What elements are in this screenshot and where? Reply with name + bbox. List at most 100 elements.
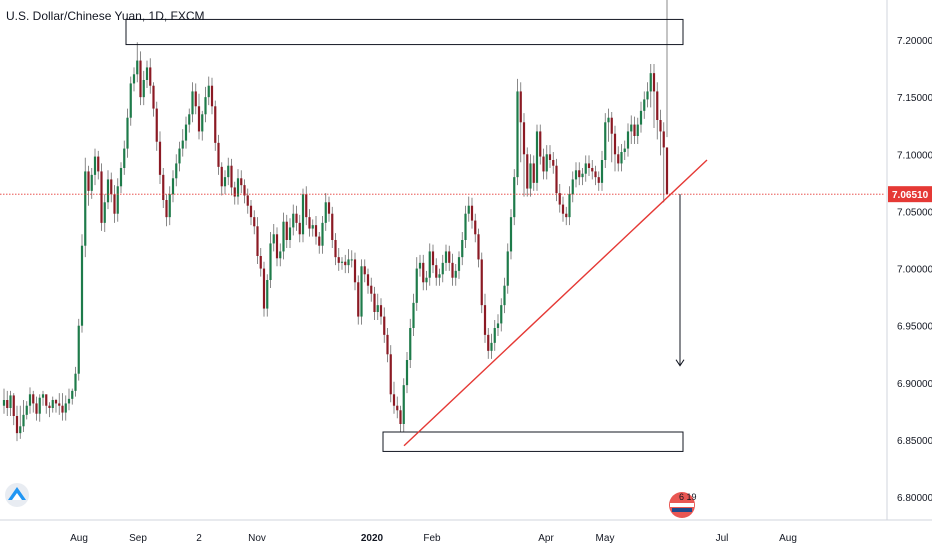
y-tick-label: 6.80000 xyxy=(897,493,932,504)
candle-body xyxy=(201,114,204,132)
candle-body xyxy=(412,302,415,328)
candle-body xyxy=(571,179,574,195)
candle-body xyxy=(223,177,227,187)
candle-body xyxy=(617,154,620,164)
candle-body xyxy=(266,280,269,309)
candle-body xyxy=(236,178,240,197)
candle-body xyxy=(321,222,324,246)
candle-body xyxy=(529,163,532,189)
candle-body xyxy=(285,221,288,240)
candle-body xyxy=(594,171,597,178)
candle-body xyxy=(191,91,194,115)
candle-body xyxy=(483,305,487,335)
candle-body xyxy=(155,108,158,142)
candle-body xyxy=(503,285,506,306)
candle-body xyxy=(347,259,350,266)
drawings-layer xyxy=(0,18,885,452)
candle-body xyxy=(477,234,480,260)
x-tick-label: Jul xyxy=(716,533,729,544)
candle-body xyxy=(181,140,184,149)
candle-body xyxy=(552,160,555,166)
candle-body xyxy=(656,91,659,120)
candle-body xyxy=(578,170,581,178)
candle-body xyxy=(314,225,318,237)
flag-badge-icon[interactable]: 6 19 xyxy=(669,492,697,518)
candle-body xyxy=(513,177,516,218)
candle-body xyxy=(392,394,396,406)
candle-body xyxy=(282,221,285,252)
candle-body xyxy=(311,225,314,229)
candle-body xyxy=(568,194,571,218)
support-box xyxy=(382,431,684,452)
candle-body xyxy=(100,171,103,223)
candle-body xyxy=(532,163,535,183)
candle-body xyxy=(444,251,448,263)
candle-body xyxy=(77,325,80,374)
candle-body xyxy=(308,217,311,229)
candle-body xyxy=(87,171,90,191)
candle-body xyxy=(35,403,38,414)
candle-body xyxy=(233,187,236,197)
badge-text: 6 19 xyxy=(679,492,697,502)
candle-body xyxy=(152,85,155,109)
candle-body xyxy=(604,122,607,160)
candle-body xyxy=(646,91,649,100)
x-tick-label: Sep xyxy=(129,533,147,544)
candle-body xyxy=(275,234,279,259)
candle-body xyxy=(409,328,412,360)
candle-body xyxy=(373,293,376,312)
candle-body xyxy=(464,213,467,240)
candle-body xyxy=(259,256,262,269)
candle-body xyxy=(227,165,230,178)
candle-body xyxy=(441,262,444,275)
candle-body xyxy=(431,251,435,266)
candle-body xyxy=(58,403,61,406)
candle-body xyxy=(652,73,656,92)
y-tick-label: 6.95000 xyxy=(897,322,932,333)
candle-body xyxy=(295,213,298,223)
candle-body xyxy=(344,261,347,266)
candle-body xyxy=(305,194,308,218)
candle-body xyxy=(97,156,100,172)
y-tick-label: 7.20000 xyxy=(897,36,932,47)
candle-body xyxy=(415,268,418,303)
candle-body xyxy=(84,171,87,246)
candle-body xyxy=(22,414,25,427)
candle-body xyxy=(626,131,630,149)
candle-body xyxy=(243,185,246,196)
candle-body xyxy=(324,202,327,223)
candle-body xyxy=(337,257,340,263)
candle-body xyxy=(214,106,217,143)
candle-body xyxy=(613,133,617,155)
candle-body xyxy=(45,394,48,406)
candle-body xyxy=(269,243,272,280)
candle-body xyxy=(539,131,542,157)
candle-body xyxy=(38,397,41,414)
candle-body xyxy=(506,251,509,286)
candle-body xyxy=(126,117,129,149)
candle-body xyxy=(136,60,139,75)
candle-body xyxy=(630,124,633,132)
candle-body xyxy=(217,142,220,167)
candle-body xyxy=(162,174,165,200)
x-tick-label: Aug xyxy=(70,533,88,544)
candle-body xyxy=(301,194,305,235)
candle-body xyxy=(74,373,77,391)
candle-body xyxy=(80,245,84,326)
candle-body xyxy=(555,165,558,194)
candle-body xyxy=(597,177,600,183)
candle-body xyxy=(435,265,438,278)
candle-body xyxy=(610,117,613,134)
x-tick-label: Aug xyxy=(779,533,797,544)
candle-body xyxy=(246,195,249,206)
tradingview-logo-icon[interactable] xyxy=(5,483,29,507)
candle-body xyxy=(119,168,123,187)
chart-title: U.S. Dollar/Chinese Yuan, 1D, FXCM xyxy=(6,9,205,23)
candle-body xyxy=(526,154,529,189)
candle-body xyxy=(587,163,591,168)
candle-body xyxy=(545,154,548,172)
candle-body xyxy=(565,213,568,218)
candle-body xyxy=(522,122,526,155)
candle-body xyxy=(399,410,402,424)
